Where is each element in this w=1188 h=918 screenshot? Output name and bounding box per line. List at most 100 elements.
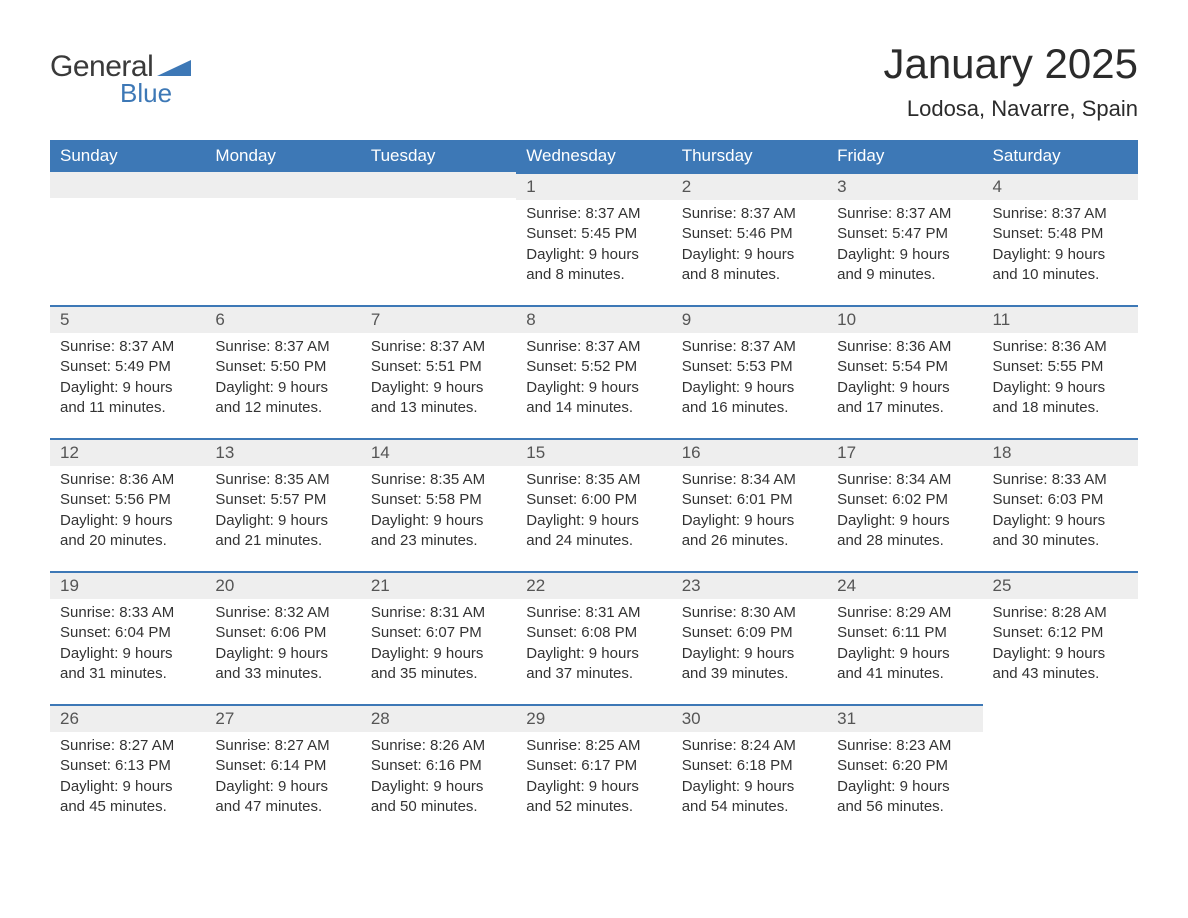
day-number: 21 — [361, 571, 516, 599]
daylight-text: Daylight: 9 hours — [682, 245, 817, 265]
day-header: Thursday — [672, 140, 827, 172]
sunset-text: Sunset: 5:50 PM — [215, 357, 350, 377]
sunrise-text: Sunrise: 8:36 AM — [60, 470, 195, 490]
sunrise-text: Sunrise: 8:37 AM — [993, 204, 1128, 224]
header: General Blue January 2025 Lodosa, Navarr… — [50, 40, 1138, 122]
day-content: Sunrise: 8:37 AMSunset: 5:50 PMDaylight:… — [205, 333, 360, 428]
day-content: Sunrise: 8:33 AMSunset: 6:03 PMDaylight:… — [983, 466, 1138, 561]
sunrise-text: Sunrise: 8:28 AM — [993, 603, 1128, 623]
day-number: 7 — [361, 305, 516, 333]
daylight-text: Daylight: 9 hours — [215, 644, 350, 664]
daylight-text: Daylight: 9 hours — [837, 777, 972, 797]
daylight-text: and 23 minutes. — [371, 531, 506, 551]
day-number: 5 — [50, 305, 205, 333]
daylight-text: Daylight: 9 hours — [60, 644, 195, 664]
calendar-cell: 14Sunrise: 8:35 AMSunset: 5:58 PMDayligh… — [361, 438, 516, 571]
day-content: Sunrise: 8:37 AMSunset: 5:49 PMDaylight:… — [50, 333, 205, 428]
day-number: 9 — [672, 305, 827, 333]
day-number: 28 — [361, 704, 516, 732]
daylight-text: Daylight: 9 hours — [60, 511, 195, 531]
sunset-text: Sunset: 5:52 PM — [526, 357, 661, 377]
sunrise-text: Sunrise: 8:25 AM — [526, 736, 661, 756]
sunrise-text: Sunrise: 8:37 AM — [682, 337, 817, 357]
daylight-text: and 13 minutes. — [371, 398, 506, 418]
sunset-text: Sunset: 6:11 PM — [837, 623, 972, 643]
daylight-text: Daylight: 9 hours — [215, 777, 350, 797]
daylight-text: and 10 minutes. — [993, 265, 1128, 285]
day-number: 14 — [361, 438, 516, 466]
day-content: Sunrise: 8:28 AMSunset: 6:12 PMDaylight:… — [983, 599, 1138, 694]
sunset-text: Sunset: 5:54 PM — [837, 357, 972, 377]
day-content: Sunrise: 8:25 AMSunset: 6:17 PMDaylight:… — [516, 732, 671, 827]
day-content: Sunrise: 8:36 AMSunset: 5:56 PMDaylight:… — [50, 466, 205, 561]
location-text: Lodosa, Navarre, Spain — [883, 96, 1138, 122]
daylight-text: Daylight: 9 hours — [837, 511, 972, 531]
day-content: Sunrise: 8:34 AMSunset: 6:01 PMDaylight:… — [672, 466, 827, 561]
sunset-text: Sunset: 6:04 PM — [60, 623, 195, 643]
sunrise-text: Sunrise: 8:24 AM — [682, 736, 817, 756]
day-header: Tuesday — [361, 140, 516, 172]
calendar-week-row: 19Sunrise: 8:33 AMSunset: 6:04 PMDayligh… — [50, 571, 1138, 704]
sunrise-text: Sunrise: 8:35 AM — [215, 470, 350, 490]
daylight-text: and 8 minutes. — [682, 265, 817, 285]
day-content: Sunrise: 8:37 AMSunset: 5:46 PMDaylight:… — [672, 200, 827, 295]
calendar-cell: 7Sunrise: 8:37 AMSunset: 5:51 PMDaylight… — [361, 305, 516, 438]
calendar-cell: 16Sunrise: 8:34 AMSunset: 6:01 PMDayligh… — [672, 438, 827, 571]
calendar-cell: 31Sunrise: 8:23 AMSunset: 6:20 PMDayligh… — [827, 704, 982, 837]
sunrise-text: Sunrise: 8:37 AM — [526, 337, 661, 357]
day-number: 3 — [827, 172, 982, 200]
calendar-cell — [361, 172, 516, 305]
day-header: Friday — [827, 140, 982, 172]
calendar-cell: 8Sunrise: 8:37 AMSunset: 5:52 PMDaylight… — [516, 305, 671, 438]
calendar-week-row: 26Sunrise: 8:27 AMSunset: 6:13 PMDayligh… — [50, 704, 1138, 837]
calendar-cell: 28Sunrise: 8:26 AMSunset: 6:16 PMDayligh… — [361, 704, 516, 837]
daylight-text: Daylight: 9 hours — [60, 378, 195, 398]
day-number: 16 — [672, 438, 827, 466]
sunrise-text: Sunrise: 8:33 AM — [60, 603, 195, 623]
sunset-text: Sunset: 6:06 PM — [215, 623, 350, 643]
daylight-text: and 24 minutes. — [526, 531, 661, 551]
day-content: Sunrise: 8:30 AMSunset: 6:09 PMDaylight:… — [672, 599, 827, 694]
sunrise-text: Sunrise: 8:37 AM — [215, 337, 350, 357]
calendar-week-row: 1Sunrise: 8:37 AMSunset: 5:45 PMDaylight… — [50, 172, 1138, 305]
day-content: Sunrise: 8:35 AMSunset: 6:00 PMDaylight:… — [516, 466, 671, 561]
daylight-text: Daylight: 9 hours — [993, 511, 1128, 531]
sunset-text: Sunset: 5:48 PM — [993, 224, 1128, 244]
sunrise-text: Sunrise: 8:31 AM — [371, 603, 506, 623]
daylight-text: and 47 minutes. — [215, 797, 350, 817]
sunset-text: Sunset: 5:51 PM — [371, 357, 506, 377]
sunrise-text: Sunrise: 8:35 AM — [526, 470, 661, 490]
sunset-text: Sunset: 6:14 PM — [215, 756, 350, 776]
daylight-text: Daylight: 9 hours — [215, 511, 350, 531]
day-number: 10 — [827, 305, 982, 333]
day-number: 22 — [516, 571, 671, 599]
logo: General Blue — [50, 50, 191, 109]
calendar-cell: 12Sunrise: 8:36 AMSunset: 5:56 PMDayligh… — [50, 438, 205, 571]
daylight-text: Daylight: 9 hours — [837, 378, 972, 398]
sunrise-text: Sunrise: 8:37 AM — [60, 337, 195, 357]
sunset-text: Sunset: 6:00 PM — [526, 490, 661, 510]
daylight-text: Daylight: 9 hours — [526, 511, 661, 531]
calendar-week-row: 5Sunrise: 8:37 AMSunset: 5:49 PMDaylight… — [50, 305, 1138, 438]
sunset-text: Sunset: 6:02 PM — [837, 490, 972, 510]
calendar-table: Sunday Monday Tuesday Wednesday Thursday… — [50, 140, 1138, 837]
daylight-text: Daylight: 9 hours — [371, 644, 506, 664]
day-header: Saturday — [983, 140, 1138, 172]
daylight-text: Daylight: 9 hours — [371, 378, 506, 398]
sunset-text: Sunset: 6:16 PM — [371, 756, 506, 776]
calendar-cell: 21Sunrise: 8:31 AMSunset: 6:07 PMDayligh… — [361, 571, 516, 704]
calendar-cell: 30Sunrise: 8:24 AMSunset: 6:18 PMDayligh… — [672, 704, 827, 837]
day-content: Sunrise: 8:33 AMSunset: 6:04 PMDaylight:… — [50, 599, 205, 694]
daylight-text: Daylight: 9 hours — [682, 378, 817, 398]
sunset-text: Sunset: 5:49 PM — [60, 357, 195, 377]
daylight-text: and 14 minutes. — [526, 398, 661, 418]
calendar-cell: 2Sunrise: 8:37 AMSunset: 5:46 PMDaylight… — [672, 172, 827, 305]
calendar-cell: 15Sunrise: 8:35 AMSunset: 6:00 PMDayligh… — [516, 438, 671, 571]
day-number: 29 — [516, 704, 671, 732]
day-content: Sunrise: 8:35 AMSunset: 5:58 PMDaylight:… — [361, 466, 516, 561]
day-number: 26 — [50, 704, 205, 732]
sunrise-text: Sunrise: 8:26 AM — [371, 736, 506, 756]
day-content: Sunrise: 8:27 AMSunset: 6:13 PMDaylight:… — [50, 732, 205, 827]
day-number: 1 — [516, 172, 671, 200]
daylight-text: and 28 minutes. — [837, 531, 972, 551]
